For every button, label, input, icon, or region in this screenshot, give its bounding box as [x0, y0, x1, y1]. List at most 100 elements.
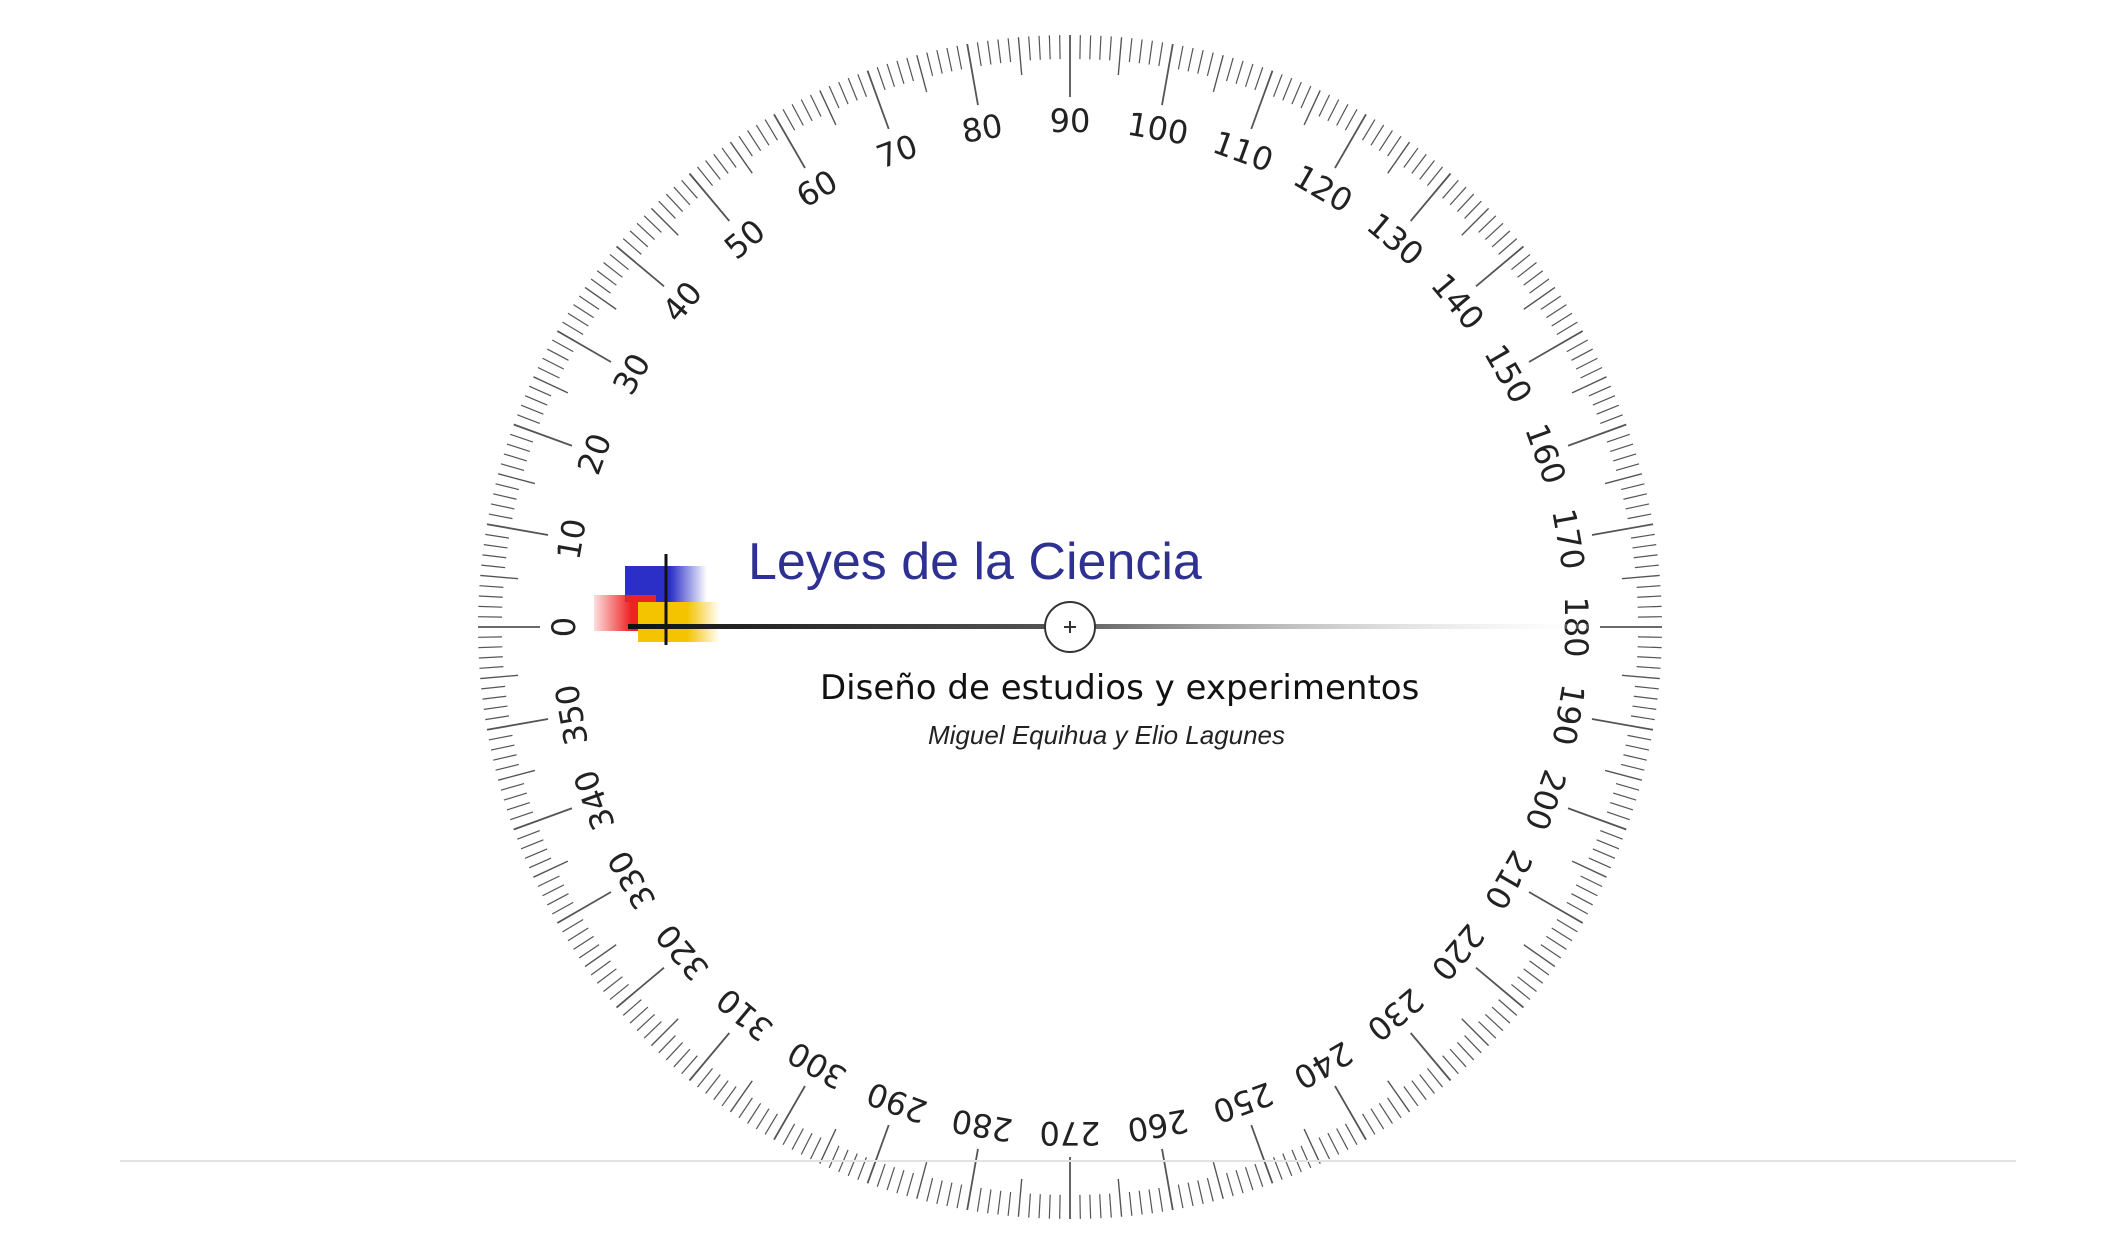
tick-mark [603, 976, 623, 992]
tick-mark [1637, 595, 1662, 598]
dial-label: 140 [1423, 266, 1491, 337]
tick-mark [513, 807, 573, 831]
tick-mark [782, 108, 796, 131]
dial-label: 40 [655, 274, 710, 330]
tick-mark [1575, 357, 1598, 370]
protractor-arm[interactable] [628, 624, 1590, 629]
dial-label: 70 [871, 127, 922, 177]
tick-mark [1028, 1193, 1031, 1218]
tick-mark [1362, 1113, 1376, 1135]
tick-mark [1636, 585, 1661, 588]
tick-mark [1336, 104, 1349, 126]
tick-mark [1613, 792, 1637, 801]
dial-label: 220 [1423, 917, 1491, 988]
tick-mark [926, 52, 934, 77]
tick-mark [705, 160, 721, 180]
tick-mark [828, 85, 840, 109]
tick-mark [1327, 99, 1340, 122]
tick-mark [1620, 763, 1645, 771]
tick-mark [1615, 463, 1640, 472]
tick-mark [809, 1137, 822, 1160]
tick-mark [478, 646, 503, 649]
tick-mark [1604, 473, 1643, 485]
tick-mark [1478, 1021, 1497, 1039]
tick-mark [562, 321, 584, 335]
tick-mark [1344, 108, 1358, 131]
dial-label: 270 [1039, 1114, 1100, 1152]
tick-mark [886, 1167, 896, 1191]
dial-label: 280 [949, 1101, 1016, 1149]
tick-mark [1613, 453, 1637, 462]
tick-mark [658, 1035, 676, 1054]
tick-mark [800, 1132, 813, 1155]
tick-mark [1038, 35, 1041, 60]
tick-mark [1630, 715, 1655, 721]
tick-mark [1627, 513, 1652, 520]
tick-mark [517, 414, 540, 425]
tick-mark [721, 1086, 737, 1107]
tick-mark [1254, 1163, 1264, 1187]
tick-mark [866, 1124, 890, 1184]
tick-mark [1571, 376, 1607, 394]
dial-label: 310 [709, 980, 780, 1048]
tick-mark [479, 585, 504, 588]
tick-mark [495, 763, 520, 771]
tick-mark [1604, 769, 1643, 781]
tick-mark [688, 1032, 731, 1082]
center-knob[interactable] [1044, 601, 1096, 653]
tick-mark [1038, 1194, 1041, 1219]
tick-mark [1334, 113, 1367, 169]
tick-mark [636, 1013, 655, 1032]
tick-mark [1177, 45, 1184, 70]
tick-mark [764, 1113, 778, 1135]
tick-mark [1540, 944, 1562, 959]
tick-mark [1627, 734, 1652, 741]
tick-mark [800, 99, 813, 122]
tick-mark [1028, 36, 1031, 61]
tick-mark [1017, 37, 1023, 76]
tick-mark [1592, 395, 1616, 406]
tick-mark [1327, 1132, 1340, 1155]
tick-mark [1244, 1167, 1254, 1191]
tick-mark [1546, 935, 1567, 950]
tick-mark [578, 944, 600, 959]
tick-mark [1206, 52, 1214, 77]
dial-label: 300 [781, 1033, 853, 1096]
tick-mark [809, 94, 822, 117]
tick-mark [609, 983, 629, 1001]
tick-mark [1632, 705, 1657, 710]
tick-mark [1250, 1124, 1274, 1184]
tick-mark [755, 124, 770, 146]
tick-mark [1571, 348, 1593, 361]
tick-mark [483, 544, 508, 549]
tick-mark [547, 348, 569, 361]
dial-label: 200 [1517, 765, 1574, 835]
tick-mark [1007, 1191, 1012, 1216]
tick-mark [1197, 1180, 1204, 1204]
tick-mark [782, 1123, 796, 1146]
tick-mark [596, 270, 617, 286]
footer-divider [120, 1160, 2016, 1162]
tick-mark [542, 357, 565, 370]
tick-mark [1197, 50, 1204, 74]
tick-mark [590, 960, 611, 976]
tick-mark [1610, 801, 1634, 811]
tick-mark [615, 966, 665, 1009]
tick-mark [1600, 414, 1623, 425]
tick-mark [1449, 186, 1467, 206]
tick-mark [1528, 891, 1584, 924]
tick-mark [524, 395, 548, 406]
tick-mark [1442, 179, 1459, 199]
tick-mark [1411, 153, 1427, 174]
tick-mark [567, 927, 589, 942]
tick-mark [876, 1163, 886, 1187]
tick-mark [1637, 605, 1662, 608]
dial-label: 320 [648, 917, 716, 988]
tick-mark [1634, 685, 1659, 690]
tick-mark [1212, 54, 1224, 93]
tick-mark [1567, 807, 1627, 831]
tick-mark [1456, 193, 1475, 212]
dial-label: 160 [1517, 419, 1574, 489]
tick-mark [1109, 36, 1112, 61]
slide-subtitle: Diseño de estudios y experimentos [820, 668, 1420, 708]
